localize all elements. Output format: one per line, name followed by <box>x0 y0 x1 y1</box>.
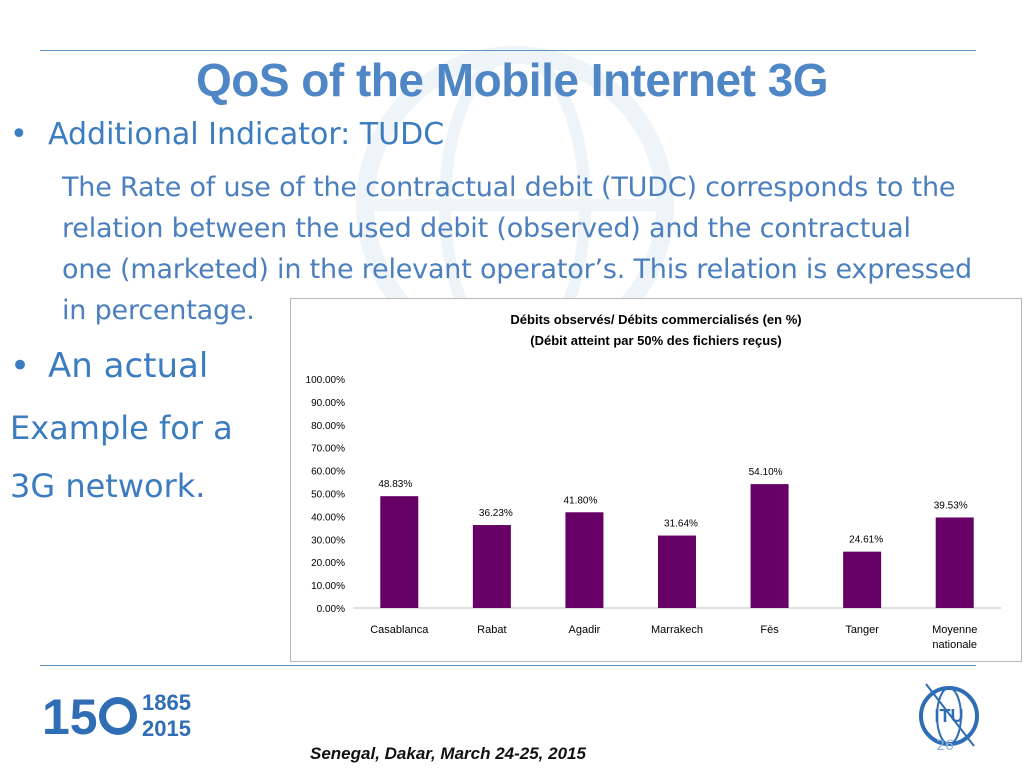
chart-title-block: Débits observés/ Débits commercialisés (… <box>291 309 1021 351</box>
paragraph-line: The Rate of use of the contractual debit… <box>62 172 956 203</box>
chart-plot: 0.00% 10.00% 20.00% 30.00% 40.00% 50.00% 60.00… <box>306 375 1001 651</box>
y-tick-label: 40.00% <box>311 512 345 523</box>
x-tick-label: Marrakech <box>651 624 703 636</box>
x-tick-label: Fès <box>760 624 779 636</box>
logo-year-2015: 2015 <box>142 716 191 741</box>
data-label: 36.23% <box>479 508 513 519</box>
logo-year-1865: 1865 <box>142 690 191 715</box>
x-tick-label: Tanger <box>845 624 879 636</box>
data-label: 39.53% <box>934 500 968 511</box>
bullet-actual-example: • An actual <box>10 344 208 388</box>
x-tick-label: nationale <box>932 639 977 651</box>
bar <box>658 535 696 608</box>
itu-logo-text: ITU <box>935 706 964 726</box>
tudc-definition: The Rate of use of the contractual debit… <box>62 167 1012 331</box>
y-tick-label: 100.00% <box>306 375 346 386</box>
bullet-dot: • <box>10 117 28 152</box>
example-text: Example for a 3G network. <box>10 399 280 515</box>
bar <box>472 525 511 608</box>
itu-150-anniversary-logo: 15 1865 2015 <box>42 689 191 742</box>
itu-logo: ITU <box>919 683 979 747</box>
bullet-additional-indicator: • Additional Indicator: TUDC <box>10 113 444 157</box>
y-tick-label: 0.00% <box>317 604 345 615</box>
y-tick-label: 80.00% <box>311 421 345 432</box>
page-number: 26 <box>936 738 954 754</box>
chart-title: Débits observés/ Débits commercialisés (… <box>510 312 802 327</box>
y-tick-label: 60.00% <box>311 467 345 478</box>
data-label: 41.80% <box>563 495 597 506</box>
footer-location-date: Senegal, Dakar, March 24-25, 2015 <box>310 744 586 763</box>
y-tick-label: 50.00% <box>311 490 345 501</box>
y-tick-label: 10.00% <box>311 581 345 592</box>
bar <box>843 551 882 608</box>
top-divider <box>40 50 976 51</box>
bar <box>750 484 789 608</box>
bullet-text: An actual <box>48 346 209 386</box>
data-label: 24.61% <box>849 535 883 546</box>
bar <box>935 517 974 608</box>
x-tick-label: Casablanca <box>370 624 429 636</box>
logo-150-digits: 15 <box>42 689 98 742</box>
chart-subtitle: (Débit atteint par 50% des fichiers reçu… <box>530 333 782 348</box>
y-tick-label: 70.00% <box>311 444 345 455</box>
paragraph-line: relation between the used debit (observe… <box>62 213 911 244</box>
bar <box>380 496 419 608</box>
paragraph-line: in percentage. <box>62 295 255 326</box>
example-line: 3G network. <box>10 467 206 505</box>
example-line: Example for a <box>10 409 233 447</box>
y-tick-label: 20.00% <box>311 558 345 569</box>
data-label: 31.64% <box>664 519 698 530</box>
x-tick-label: Agadir <box>569 624 601 636</box>
x-tick-label: Rabat <box>477 624 506 636</box>
bottom-divider <box>40 665 976 666</box>
bar-chart: Débits observés/ Débits commercialisés (… <box>290 298 1022 662</box>
data-label: 54.10% <box>749 467 783 478</box>
y-tick-label: 30.00% <box>311 535 345 546</box>
bullet-dot: • <box>10 346 31 386</box>
bullet-text: Additional Indicator: TUDC <box>48 117 445 152</box>
y-tick-label: 90.00% <box>311 398 345 409</box>
x-tick-label: Moyenne <box>932 624 977 636</box>
data-label: 48.83% <box>378 479 412 490</box>
slide-title: QoS of the Mobile Internet 3G <box>195 54 829 106</box>
paragraph-line: one (marketed) in the relevant operator’… <box>62 254 972 285</box>
bar <box>565 512 604 608</box>
